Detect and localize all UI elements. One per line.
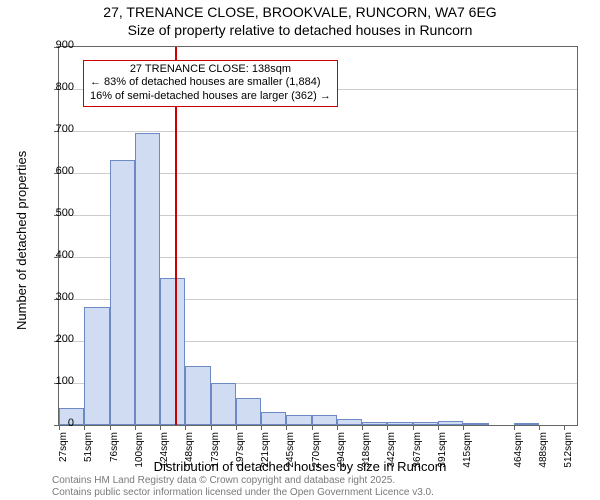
histogram-bar	[387, 422, 413, 425]
x-tick-mark	[236, 425, 237, 430]
x-tick-label: 100sqm	[134, 432, 145, 472]
y-tick-label: 200	[34, 333, 74, 345]
histogram-bar	[261, 412, 286, 425]
histogram-bar	[160, 278, 185, 425]
histogram-bar	[362, 422, 387, 425]
histogram-bar	[337, 419, 362, 425]
x-tick-label: 76sqm	[109, 432, 120, 472]
histogram-bar	[438, 421, 463, 425]
x-tick-mark	[211, 425, 212, 430]
x-tick-mark	[135, 425, 136, 430]
x-tick-label: 391sqm	[437, 432, 448, 472]
x-tick-mark	[286, 425, 287, 430]
gridline	[59, 131, 577, 132]
footer-line2: Contains public sector information licen…	[52, 487, 434, 499]
y-tick-label: 700	[34, 123, 74, 135]
histogram-bar	[211, 383, 236, 425]
x-tick-mark	[539, 425, 540, 430]
x-tick-mark	[84, 425, 85, 430]
x-tick-mark	[337, 425, 338, 430]
annotation-line: ← 83% of detached houses are smaller (1,…	[90, 76, 331, 90]
y-tick-label: 0	[34, 417, 74, 429]
x-tick-mark	[362, 425, 363, 430]
x-tick-mark	[463, 425, 464, 430]
x-tick-label: 124sqm	[159, 432, 170, 472]
x-tick-label: 27sqm	[58, 432, 69, 472]
x-tick-mark	[110, 425, 111, 430]
x-tick-label: 464sqm	[513, 432, 524, 472]
chart-title-line1: 27, TRENANCE CLOSE, BROOKVALE, RUNCORN, …	[0, 4, 600, 22]
histogram-bar	[286, 415, 312, 426]
x-tick-label: 221sqm	[260, 432, 271, 472]
y-tick-label: 300	[34, 291, 74, 303]
x-tick-label: 488sqm	[538, 432, 549, 472]
footer-line1: Contains HM Land Registry data © Crown c…	[52, 475, 434, 487]
annotation-line: 16% of semi-detached houses are larger (…	[90, 90, 331, 104]
histogram-bar	[185, 366, 211, 425]
x-tick-label: 342sqm	[386, 432, 397, 472]
y-tick-label: 100	[34, 375, 74, 387]
x-tick-label: 512sqm	[563, 432, 574, 472]
histogram-bar	[463, 423, 489, 425]
y-tick-label: 400	[34, 249, 74, 261]
histogram-bar	[514, 423, 539, 425]
x-tick-mark	[564, 425, 565, 430]
footer-attribution: Contains HM Land Registry data © Crown c…	[52, 475, 434, 498]
x-tick-mark	[387, 425, 388, 430]
y-tick-label: 500	[34, 207, 74, 219]
x-tick-label: 197sqm	[235, 432, 246, 472]
x-tick-label: 270sqm	[311, 432, 322, 472]
annotation-line: 27 TRENANCE CLOSE: 138sqm	[90, 63, 331, 77]
y-tick-label: 800	[34, 81, 74, 93]
x-tick-mark	[261, 425, 262, 430]
histogram-bar	[236, 398, 261, 425]
histogram-bar	[110, 160, 135, 425]
x-tick-mark	[438, 425, 439, 430]
x-tick-label: 294sqm	[336, 432, 347, 472]
annotation-box: 27 TRENANCE CLOSE: 138sqm← 83% of detach…	[83, 60, 338, 107]
y-tick-label: 900	[34, 39, 74, 51]
x-tick-label: 51sqm	[83, 432, 94, 472]
y-tick-label: 600	[34, 165, 74, 177]
x-tick-label: 245sqm	[285, 432, 296, 472]
chart-title-line2: Size of property relative to detached ho…	[0, 22, 600, 40]
x-tick-label: 367sqm	[412, 432, 423, 472]
chart-container: 27, TRENANCE CLOSE, BROOKVALE, RUNCORN, …	[0, 0, 600, 500]
x-tick-mark	[160, 425, 161, 430]
x-tick-mark	[185, 425, 186, 430]
x-tick-label: 173sqm	[210, 432, 221, 472]
x-tick-label: 148sqm	[184, 432, 195, 472]
x-tick-mark	[514, 425, 515, 430]
chart-title-block: 27, TRENANCE CLOSE, BROOKVALE, RUNCORN, …	[0, 0, 600, 39]
y-axis-label: Number of detached properties	[14, 151, 29, 330]
histogram-bar	[413, 422, 438, 425]
histogram-bar	[84, 307, 110, 425]
x-tick-mark	[312, 425, 313, 430]
x-tick-label: 318sqm	[361, 432, 372, 472]
x-tick-mark	[413, 425, 414, 430]
histogram-bar	[312, 415, 337, 426]
x-tick-label: 415sqm	[462, 432, 473, 472]
plot-area: 27 TRENANCE CLOSE: 138sqm← 83% of detach…	[58, 46, 578, 426]
histogram-bar	[135, 133, 160, 425]
